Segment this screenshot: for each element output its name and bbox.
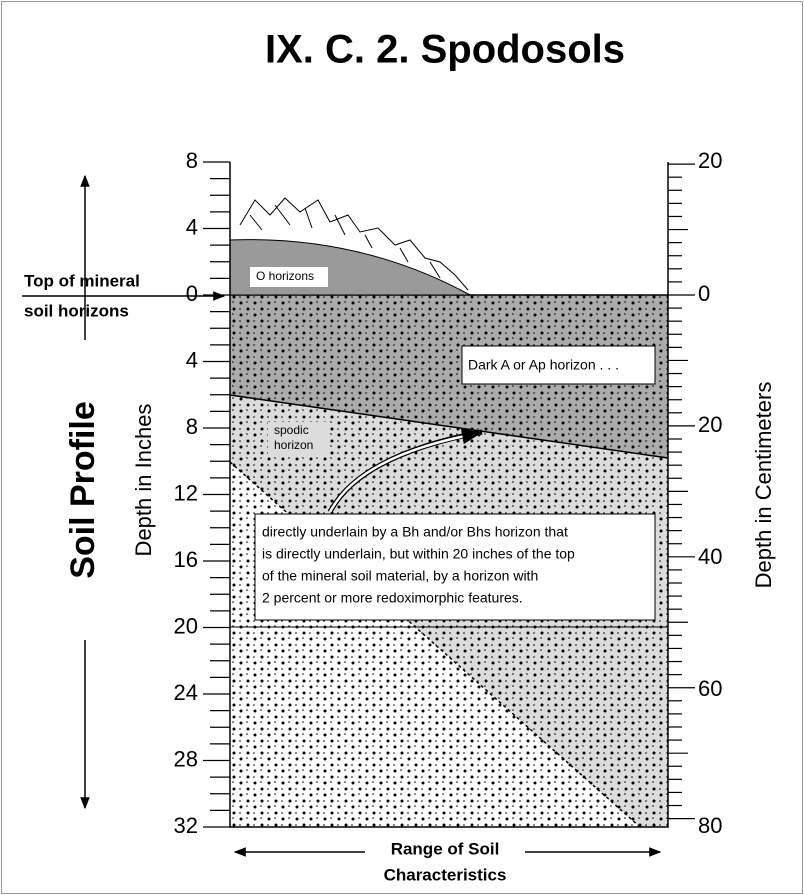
right-tick-label: 80 [698, 813, 722, 838]
mineral-top-label: soil horizons [24, 301, 129, 320]
bottom-label: Range of Soil [391, 839, 500, 858]
description-line: of the mineral soil material, by a horiz… [262, 568, 538, 584]
right-tick-label: 40 [698, 544, 722, 569]
left-axis-label: Depth in Inches [131, 404, 156, 557]
title: IX. C. 2. Spodosols [265, 28, 625, 72]
a-label-box [461, 345, 656, 385]
left-tick-label: 28 [174, 746, 198, 771]
right-tick-label: 20 [698, 148, 722, 173]
a-boundary [229, 394, 669, 459]
left-tick-label: 12 [174, 480, 198, 505]
o-label-box [250, 267, 328, 287]
description-line: is directly underlain, but within 20 inc… [262, 546, 575, 562]
left-tick-label: 0 [186, 281, 198, 306]
spodic-label: horizon [274, 438, 313, 452]
right-tick-label: 20 [698, 412, 722, 437]
a-label: Dark A or Ap horizon . . . [468, 357, 619, 373]
right-axis-label: Depth in Centimeters [751, 382, 776, 589]
left-tick-label: 20 [174, 613, 198, 638]
left-tick-label: 4 [186, 214, 198, 239]
description-box [254, 513, 656, 621]
bottom-label: Characteristics [384, 865, 507, 884]
litter-detail [249, 204, 441, 279]
left-tick-label: 32 [174, 813, 198, 838]
left-tick-label: 16 [174, 547, 198, 572]
spodic-label-bg [268, 422, 328, 456]
left-tick-label: 8 [186, 148, 198, 173]
litter [239, 197, 469, 291]
mineral-top-label: Top of mineral [24, 271, 140, 290]
right-tick-label: 0 [698, 281, 710, 306]
left-tick-label: 8 [186, 414, 198, 439]
right-tick-label: 60 [698, 676, 722, 701]
side-label: Soil Profile [64, 401, 102, 579]
description-line: directly underlain by a Bh and/or Bhs ho… [262, 524, 568, 540]
o-label: O horizons [256, 269, 314, 283]
left-tick-label: 24 [174, 680, 198, 705]
left-tick-label: 4 [186, 347, 198, 372]
description-line: 2 percent or more redoximorphic features… [262, 590, 523, 606]
spodic-label: spodic [274, 423, 309, 437]
arrow [328, 428, 482, 513]
